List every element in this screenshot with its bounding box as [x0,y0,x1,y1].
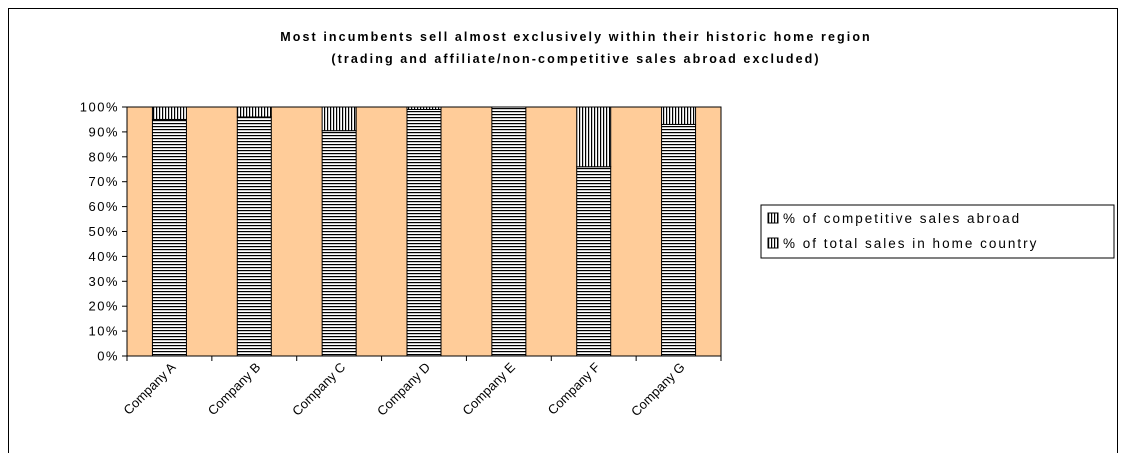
bar-segment-home-country [661,123,697,357]
bar-segment-home-country [491,106,527,357]
bar-segment-competitive-abroad [406,106,442,110]
y-tick-label: 40% [88,249,119,264]
bar-segment-competitive-abroad [151,106,187,120]
y-tick-label: 50% [88,224,119,239]
chart-subtitle: (trading and affiliate/non-competitive s… [331,52,820,66]
legend-swatch-competitive-abroad [767,212,779,224]
bar-segment-home-country [576,166,612,357]
x-category-label: Company D [374,360,433,419]
x-axis: Company A Company B Company C Company D Comp… [120,356,722,420]
y-tick-label: 20% [88,299,119,314]
y-tick-label: 80% [88,149,119,164]
legend-label-competitive-abroad: % of competitive sales abroad [783,211,1021,226]
legend-swatch-home-country [767,237,779,249]
x-category-label: Company C [289,360,348,419]
bar-segment-competitive-abroad [661,106,697,125]
bar-segment-home-country [406,108,442,357]
x-category-label: Company F [545,359,603,417]
x-category-label: Company B [205,360,264,419]
bar-segment-competitive-abroad [321,106,357,132]
x-category-label: Company A [120,359,178,417]
chart-frame: Most incumbents sell almost exclusively … [8,8,1118,453]
legend-box [760,204,1115,259]
y-tick-label: 60% [88,199,119,214]
bar-segment-competitive-abroad [236,106,272,118]
chart-title: Most incumbents sell almost exclusively … [280,30,872,44]
y-tick-label: 0% [97,349,119,364]
bar-segment-home-country [321,130,357,357]
y-tick-label: 100% [80,100,119,115]
y-tick-label: 30% [88,274,119,289]
bars [151,106,697,357]
y-axis: 0% 10% 20% 30% 40% 50% 60% 70% 80% 90% 100% [80,100,127,364]
x-category-label: Company E [459,359,518,418]
y-tick-label: 90% [88,124,119,139]
bar-segment-home-country [151,118,187,357]
bar-segment-home-country [236,116,272,357]
y-tick-label: 70% [88,174,119,189]
y-tick-label: 10% [88,324,119,339]
x-category-label: Company G [628,360,688,420]
legend-label-home-country: % of total sales in home country [783,236,1038,251]
legend: % of competitive sales abroad % of total… [760,204,1115,259]
stacked-bar-chart: Most incumbents sell almost exclusively … [80,30,1115,420]
bar-segment-competitive-abroad [576,106,612,168]
